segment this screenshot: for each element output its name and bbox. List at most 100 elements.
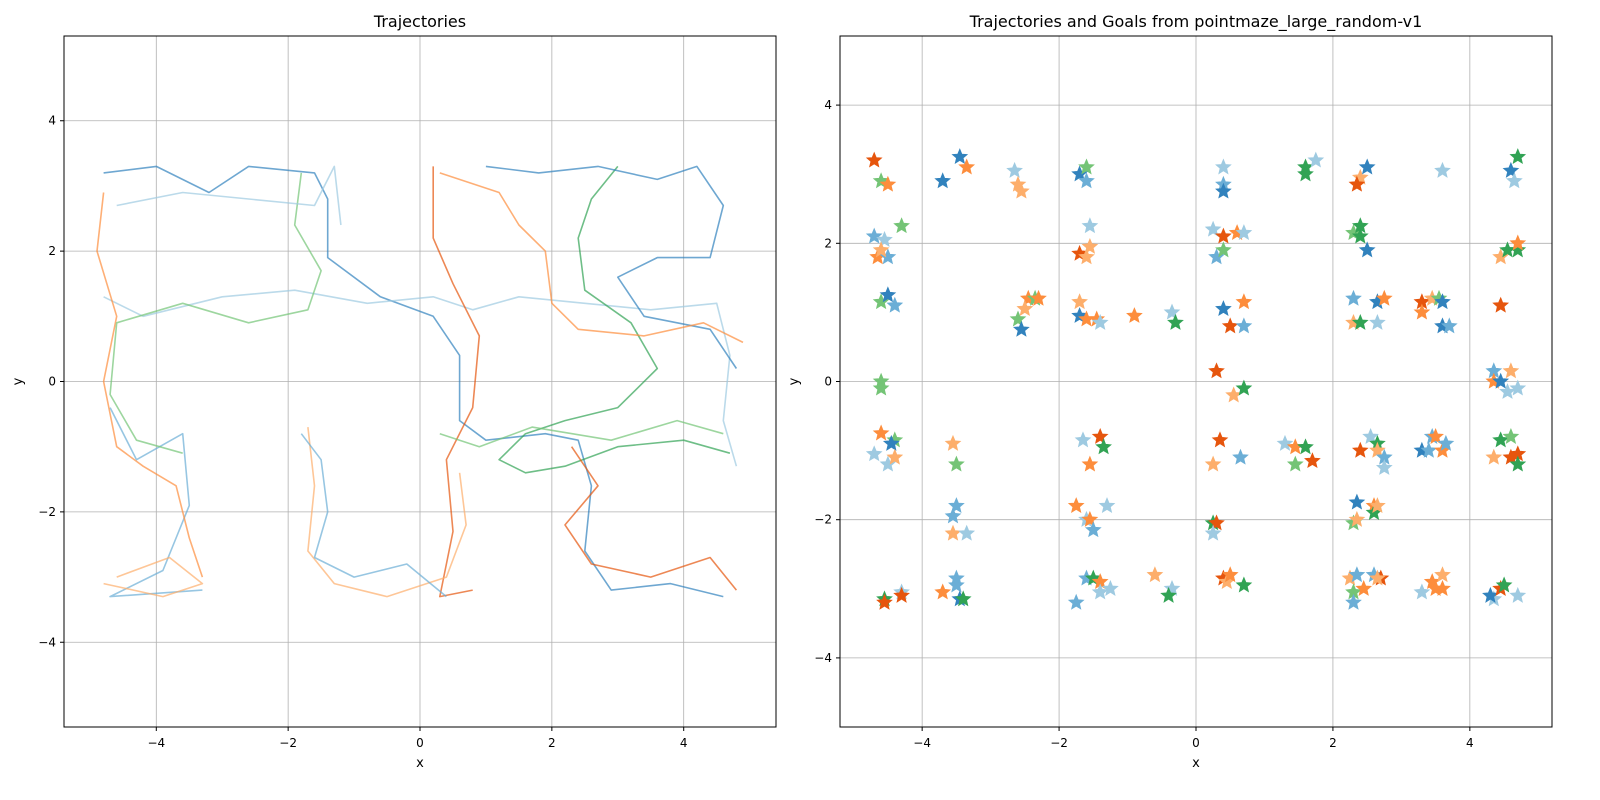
trajectory-line — [307, 427, 467, 598]
goal-star-marker — [1215, 158, 1232, 175]
goal-star-marker — [1095, 438, 1112, 455]
goal-star-marker — [1078, 172, 1095, 189]
goal-star-marker — [1509, 586, 1527, 603]
trajectory-line — [103, 165, 724, 598]
goal-star-marker — [1434, 580, 1451, 596]
goal-star-marker — [876, 593, 893, 610]
goal-star-marker — [1358, 241, 1376, 258]
trajectory-line — [109, 172, 322, 454]
goal-star-marker — [954, 590, 972, 607]
goal-star-marker — [872, 424, 890, 441]
goal-star-marker — [1505, 172, 1523, 189]
goal-star-marker — [1485, 448, 1503, 465]
goal-star-marker — [1167, 314, 1184, 330]
goal-star-marker — [1307, 151, 1325, 168]
goals-x-axis-label: x — [1192, 756, 1200, 771]
goal-star-marker — [1440, 317, 1458, 334]
goals-plot: −4 −2 0 2 4 −4 −2 0 2 4 Trajectories and Goals fr… — [787, 12, 1553, 771]
goal-star-marker — [934, 172, 952, 189]
goal-star-marker — [1304, 452, 1321, 469]
goal-star-marker — [1204, 524, 1222, 541]
trajectories-plot: −4 −2 0 2 4 −4 −2 0 2 4 Trajectories x y — [11, 12, 777, 771]
goal-star-marker — [1355, 580, 1373, 596]
goal-star-marker — [1030, 289, 1047, 306]
goal-star-marker — [872, 379, 890, 396]
goal-star-marker — [1067, 593, 1085, 610]
goal-star-marker — [1509, 241, 1527, 258]
goal-star-marker — [1434, 566, 1451, 583]
goal-star-marker — [1434, 293, 1451, 310]
goal-star-marker — [1345, 289, 1362, 306]
goal-star-marker — [1348, 510, 1366, 527]
goal-star-marker — [958, 524, 976, 541]
goal-star-marker — [934, 583, 952, 600]
goal-star-marker — [1067, 497, 1085, 514]
goals-markers — [865, 148, 1527, 610]
goal-star-marker — [1235, 379, 1253, 396]
trajectory-line — [564, 446, 738, 591]
goal-star-marker — [1098, 497, 1116, 514]
goal-star-marker — [944, 524, 962, 541]
goals-grid — [840, 36, 1552, 727]
goal-star-marker — [1348, 175, 1366, 192]
goal-star-marker — [1081, 238, 1099, 254]
goal-star-marker — [1221, 317, 1239, 334]
goal-star-marker — [1351, 227, 1369, 244]
goal-star-marker — [1081, 455, 1099, 472]
goal-star-marker — [1375, 289, 1393, 306]
goal-star-marker — [893, 586, 910, 603]
goal-star-marker — [1495, 576, 1513, 593]
trajectory-line — [439, 172, 744, 344]
goal-star-marker — [958, 158, 976, 175]
goal-star-marker — [882, 434, 900, 451]
goal-star-marker — [1235, 317, 1253, 334]
goal-star-marker — [1235, 293, 1253, 310]
goal-star-marker — [1499, 383, 1516, 399]
goal-star-marker — [1351, 314, 1369, 330]
trajectories-grid — [64, 36, 776, 727]
goal-star-marker — [1146, 566, 1164, 583]
goal-star-marker — [1215, 241, 1232, 258]
goal-star-marker — [1427, 428, 1444, 444]
goal-star-marker — [1351, 441, 1369, 458]
goal-star-marker — [1413, 583, 1431, 600]
x-tick-label: 4 — [680, 736, 688, 750]
goal-star-marker — [1369, 441, 1386, 458]
x-tick-label: 2 — [548, 736, 556, 750]
goal-star-marker — [1413, 303, 1431, 320]
trajectory-line — [300, 433, 447, 598]
trajectory-line — [485, 165, 738, 369]
goal-star-marker — [1502, 428, 1520, 444]
goals-title: Trajectories and Goals from pointmaze_la… — [969, 12, 1423, 32]
x-tick-label: 4 — [1466, 736, 1474, 750]
goal-star-marker — [1208, 362, 1225, 379]
x-tick-label: −4 — [913, 736, 931, 750]
y-tick-label: 4 — [48, 114, 56, 128]
goal-star-marker — [1348, 493, 1366, 510]
goal-star-marker — [1160, 586, 1177, 603]
x-tick-label: −2 — [1050, 736, 1068, 750]
goal-star-marker — [1204, 455, 1222, 472]
goal-star-marker — [1502, 161, 1520, 178]
x-tick-label: 2 — [1329, 736, 1337, 750]
x-tick-label: −2 — [279, 736, 297, 750]
goal-star-marker — [948, 576, 965, 593]
trajectory-line — [109, 407, 203, 598]
goal-star-marker — [1078, 158, 1095, 175]
goal-star-marker — [1235, 224, 1253, 241]
goal-star-marker — [1091, 583, 1109, 600]
trajectory-line — [103, 289, 738, 467]
goal-star-marker — [1204, 220, 1222, 237]
goal-star-marker — [1345, 593, 1362, 610]
goal-star-marker — [1297, 165, 1314, 182]
goal-star-marker — [1362, 428, 1379, 444]
trajectories-x-axis-label: x — [416, 756, 424, 771]
goal-star-marker — [1492, 431, 1510, 448]
goal-star-marker — [1509, 148, 1527, 165]
goals-ticks: −4 −2 0 2 4 −4 −2 0 2 4 — [814, 98, 1473, 750]
trajectories-y-axis-label: y — [11, 377, 26, 385]
y-tick-label: −4 — [38, 635, 56, 649]
goal-star-marker — [944, 434, 962, 451]
goal-star-marker — [865, 151, 883, 168]
x-tick-label: −4 — [147, 736, 165, 750]
